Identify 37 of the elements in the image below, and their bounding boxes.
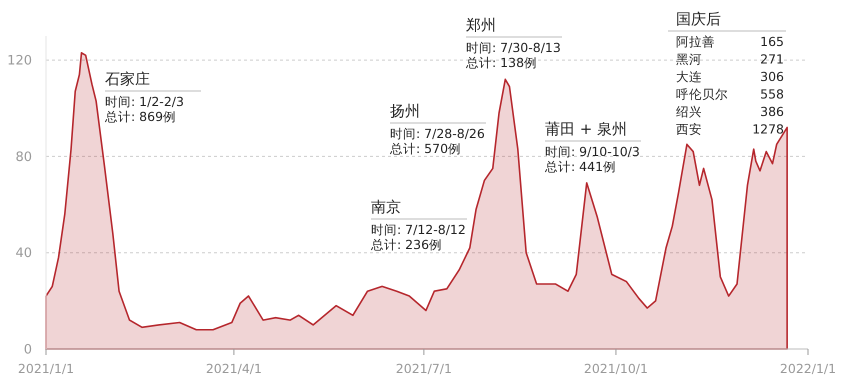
y-tick-label: 0 <box>24 342 32 358</box>
annotation: 南京 <box>371 198 401 216</box>
x-tick-label: 2021/4/1 <box>206 361 262 376</box>
x-tick-label: 2021/10/1 <box>584 361 648 376</box>
text: 国庆后 <box>676 10 721 28</box>
y-tick-label: 80 <box>15 150 32 165</box>
annotation: 386 <box>760 104 784 119</box>
annotation: 时间: 9/10-10/3 <box>545 144 640 159</box>
annotation: 总计: 570例 <box>389 141 462 156</box>
annotation: 总计: 441例 <box>544 159 616 174</box>
annotation: 271 <box>760 52 784 66</box>
y-tick-label: 40 <box>15 246 32 262</box>
annotation: 总计: 236例 <box>370 237 442 252</box>
annotation: 西安 <box>676 122 702 136</box>
annotation: 时间: 7/28-8/26 <box>390 126 485 141</box>
annotation: 总计: 869例 <box>104 109 176 124</box>
annotation: 1278 <box>752 122 784 136</box>
annotation: 阿拉善 <box>676 34 715 49</box>
annotation: 558 <box>760 86 784 102</box>
x-tick-label: 2022/1/1 <box>780 361 836 376</box>
annotation: 莆田 + 泉州 <box>545 120 628 138</box>
annotation: 时间: 1/2-2/3 <box>105 94 184 109</box>
y-tick-label: 120 <box>7 54 32 69</box>
annotation: 165 <box>760 34 784 49</box>
annotation: 呼伦贝尔 <box>676 86 728 102</box>
annotation: 扬州 <box>390 102 420 120</box>
x-tick-label: 2021/7/1 <box>396 361 452 376</box>
annotation: 时间: 7/12-8/12 <box>371 222 466 237</box>
annotation: 石家庄 <box>105 70 150 88</box>
annotation: 大连 <box>676 69 702 84</box>
annotation: 绍兴 <box>676 104 702 119</box>
annotation: 黑河 <box>676 52 702 66</box>
annotation: 306 <box>760 69 784 84</box>
annotation: 总计: 138例 <box>465 55 538 70</box>
annotation: 时间: 7/30-8/13 <box>466 40 561 55</box>
text: 郑州 <box>466 16 496 34</box>
x-tick-label: 2021/1/1 <box>18 361 74 376</box>
